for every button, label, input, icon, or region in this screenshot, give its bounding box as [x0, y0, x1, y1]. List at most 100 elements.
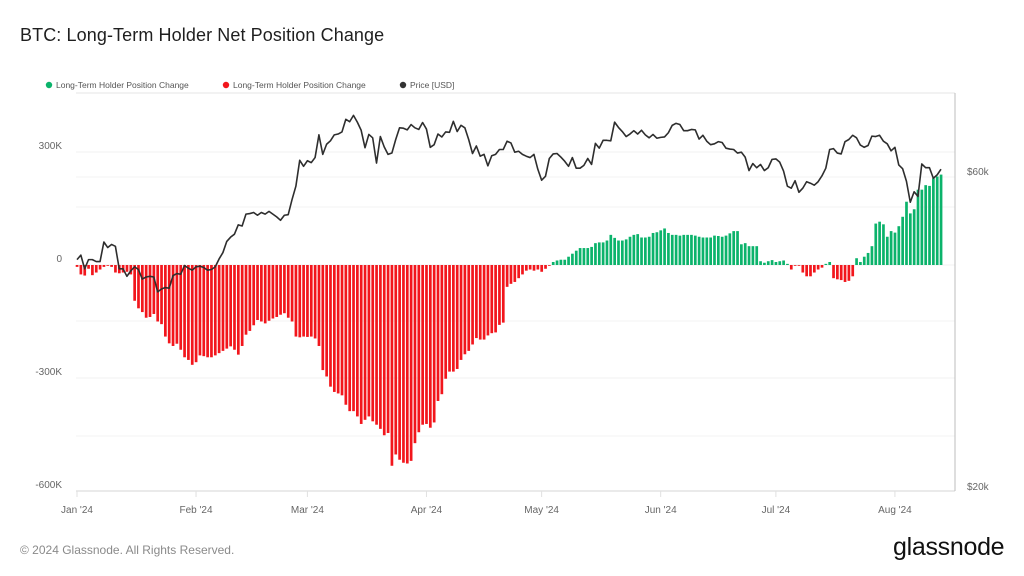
bar-positive	[567, 256, 570, 265]
bar-negative	[812, 265, 816, 273]
bar-positive	[693, 235, 697, 265]
bar-negative	[417, 265, 421, 433]
bar-negative	[248, 265, 252, 331]
bar-positive	[874, 223, 878, 265]
bar-positive	[609, 234, 613, 265]
bar-negative	[544, 265, 547, 269]
legend-item-position-change-positive[interactable]: Long-Term Holder Position Change	[45, 80, 189, 90]
bar-negative	[256, 265, 259, 320]
bar-positive	[636, 234, 640, 265]
right-axis-tick-label: $60k	[967, 167, 990, 178]
bar-negative	[317, 265, 321, 346]
bar-negative	[832, 265, 835, 279]
bar-negative	[202, 265, 206, 357]
bar-negative	[448, 265, 451, 372]
bar-negative	[332, 265, 336, 392]
bar-positive	[828, 261, 832, 265]
bar-positive	[824, 263, 828, 265]
bar-positive	[551, 261, 555, 265]
bar-negative	[386, 265, 390, 433]
bar-negative	[298, 265, 302, 338]
bar-negative	[213, 265, 217, 356]
bar-negative	[398, 265, 401, 460]
bar-negative	[490, 265, 494, 334]
bar-negative	[309, 265, 313, 337]
bar-positive	[920, 189, 924, 265]
bar-negative	[851, 265, 855, 277]
bar-negative	[428, 265, 432, 428]
bar-positive	[716, 236, 720, 265]
bar-positive	[647, 236, 651, 265]
bar-positive	[928, 185, 931, 265]
bar-negative	[513, 265, 517, 282]
bar-negative	[540, 265, 544, 272]
chart-title: BTC: Long-Term Holder Net Position Chang…	[20, 25, 385, 45]
bar-positive	[582, 248, 586, 265]
bar-negative	[459, 265, 463, 360]
bar-positive	[559, 259, 563, 265]
bar-negative	[390, 265, 394, 466]
bar-negative	[229, 265, 232, 347]
bar-negative	[137, 265, 140, 309]
bar-negative	[413, 265, 417, 444]
bar-positive	[667, 232, 670, 265]
bar-negative	[521, 265, 524, 275]
bar-positive	[912, 209, 916, 265]
bar-positive	[889, 231, 893, 265]
bar-positive	[747, 246, 751, 265]
bar-negative	[394, 265, 398, 455]
bar-negative	[244, 265, 248, 335]
bar-positive	[617, 240, 620, 265]
bar-negative	[809, 265, 812, 277]
bar-negative	[271, 265, 275, 319]
bar-positive	[674, 234, 678, 265]
bar-positive	[728, 233, 732, 265]
bar-positive	[682, 234, 686, 265]
bar-positive	[743, 243, 747, 265]
bar-positive	[878, 221, 881, 265]
legend-item-position-change-negative[interactable]: Long-Term Holder Position Change	[222, 80, 366, 90]
bar-negative	[190, 265, 194, 365]
x-axis-tick-label: Mar '24	[291, 505, 324, 516]
bar-positive	[870, 246, 874, 265]
left-axis-tick-label: 0	[56, 254, 62, 265]
bar-positive	[720, 236, 724, 265]
bar-negative	[805, 265, 808, 277]
bar-positive	[935, 176, 939, 265]
legend-label: Long-Term Holder Position Change	[56, 80, 189, 90]
bar-positive	[597, 242, 601, 265]
bar-positive	[924, 185, 928, 265]
bar-negative	[210, 265, 213, 358]
bar-negative	[148, 265, 152, 317]
bar-positive	[678, 235, 682, 265]
bar-positive	[774, 261, 778, 265]
bar-positive	[713, 235, 716, 265]
bar-negative	[279, 265, 282, 315]
x-axis-tick-label: Feb '24	[180, 505, 213, 516]
x-axis-tick-label: Jan '24	[61, 505, 93, 516]
bar-positive	[555, 260, 559, 265]
bar-positive	[644, 237, 647, 265]
bar-negative	[144, 265, 148, 318]
bar-positive	[866, 252, 870, 265]
bar-positive	[659, 230, 663, 265]
copyright-footer: © 2024 Glassnode. All Rights Reserved.	[20, 543, 235, 557]
legend-item-price[interactable]: Price [USD]	[399, 80, 455, 90]
x-axis-tick-label: Jun '24	[645, 505, 677, 516]
bar-negative	[206, 265, 209, 358]
bar-positive	[905, 201, 908, 265]
bar-positive	[613, 237, 616, 265]
bar-positive	[770, 260, 774, 265]
bar-positive	[786, 263, 789, 265]
right-axis: $60k $20k	[967, 167, 990, 493]
bar-positive	[782, 260, 785, 265]
bar-negative	[102, 265, 106, 267]
bar-positive	[640, 237, 643, 265]
x-axis-tick-label: Aug '24	[878, 505, 912, 516]
bar-positive	[705, 237, 709, 265]
legend-label: Price [USD]	[410, 80, 454, 90]
bar-positive	[724, 235, 728, 265]
bar-negative	[847, 265, 851, 281]
bar-positive	[574, 250, 578, 265]
bar-positive	[751, 246, 755, 265]
